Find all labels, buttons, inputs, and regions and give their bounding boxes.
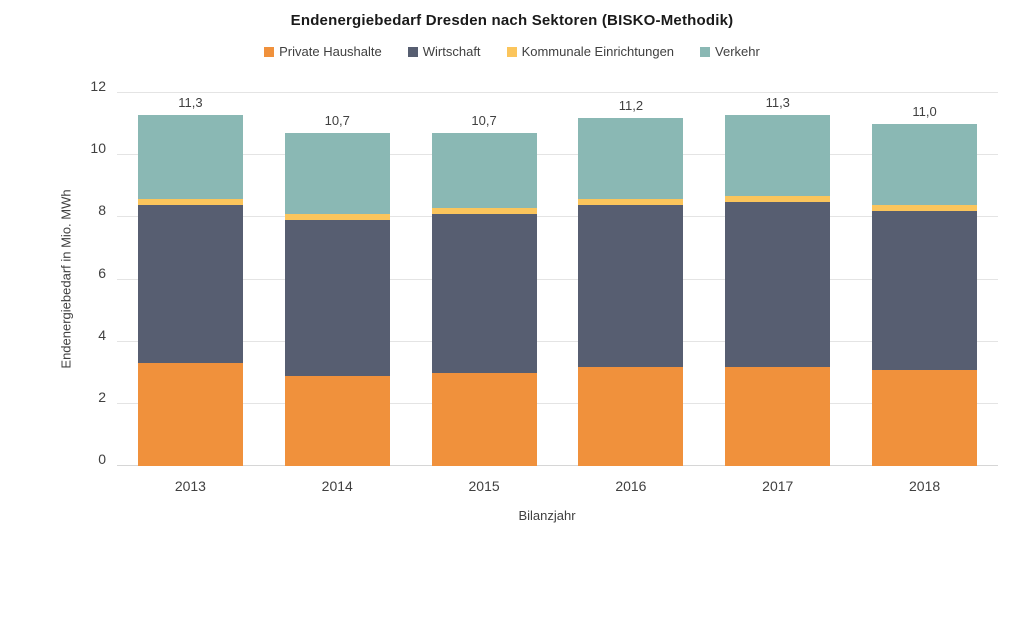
y-tick-label-2: 2 bbox=[98, 388, 106, 405]
gridline-y-8 bbox=[117, 216, 998, 218]
bar-segment-2018-verkehr[interactable] bbox=[872, 124, 978, 205]
bar-segment-2016-verkehr[interactable] bbox=[578, 117, 684, 199]
x-axis-title: Bilanzjahr bbox=[518, 508, 576, 523]
bar-segment-2018-private-haushalte[interactable] bbox=[872, 369, 978, 466]
x-axis-tick-labels: 2013 2014 2015 2016 2017 2018 bbox=[117, 478, 998, 498]
gridline-y-12 bbox=[117, 92, 998, 93]
bar-segment-2015-kommunale-einrichtungen[interactable] bbox=[431, 208, 537, 215]
bar-2015[interactable] bbox=[431, 93, 537, 466]
legend-label: Wirtschaft bbox=[422, 44, 481, 59]
y-tick-label-12: 12 bbox=[90, 78, 106, 94]
x-tick-label-2017: 2017 bbox=[762, 478, 794, 494]
x-tick-label-2015: 2015 bbox=[468, 478, 500, 494]
y-tick-label-8: 8 bbox=[98, 202, 106, 219]
legend-label: Verkehr bbox=[715, 44, 760, 59]
bar-total-label-2013: 11,3 bbox=[178, 94, 203, 110]
y-tick-label-0: 0 bbox=[98, 451, 106, 467]
y-axis-tick-labels: 0 2 4 6 8 10 12 bbox=[60, 78, 112, 467]
bar-segment-2014-wirtschaft[interactable] bbox=[284, 220, 390, 376]
gridline-y-10 bbox=[117, 154, 998, 156]
gridline-y-2 bbox=[117, 402, 998, 404]
legend-label: Private Haushalte bbox=[279, 44, 382, 59]
bar-segment-2013-wirtschaft[interactable] bbox=[137, 204, 243, 364]
bar-segment-2016-kommunale-einrichtungen[interactable] bbox=[578, 198, 684, 205]
bar-segment-2018-kommunale-einrichtungen[interactable] bbox=[872, 204, 978, 212]
legend-item-4[interactable]: Verkehr bbox=[700, 44, 760, 59]
bar-2013[interactable] bbox=[137, 93, 243, 466]
bar-segment-2017-wirtschaft[interactable] bbox=[725, 201, 831, 367]
gridline-y-6 bbox=[117, 278, 998, 280]
legend: Private Haushalte Wirtschaft Kommunale Ein… bbox=[0, 44, 1024, 59]
x-tick-label-2018: 2018 bbox=[909, 478, 941, 494]
legend-item-1[interactable]: Private Haushalte bbox=[264, 44, 382, 59]
y-tick-label-10: 10 bbox=[90, 140, 106, 157]
gridline-y-4 bbox=[117, 340, 998, 342]
x-axis-baseline bbox=[117, 465, 998, 466]
bar-2017[interactable] bbox=[725, 93, 831, 466]
x-tick-label-2013: 2013 bbox=[174, 478, 206, 494]
legend-swatch-icon bbox=[407, 46, 418, 57]
bar-segment-2014-kommunale-einrichtungen[interactable] bbox=[284, 214, 390, 221]
legend-swatch-icon bbox=[264, 46, 275, 57]
legend-label: Kommunale Einrichtungen bbox=[521, 44, 675, 59]
plot-area: 11,3 10,7 10,7 11,2 11,3 11,0 bbox=[117, 92, 998, 466]
bar-total-label-2016: 11,2 bbox=[618, 97, 644, 113]
bar-segment-2013-kommunale-einrichtungen[interactable] bbox=[137, 198, 243, 205]
bar-total-label-2017: 11,3 bbox=[765, 94, 790, 110]
chart-title: Endenergiebedarf Dresden nach Sektoren (… bbox=[290, 12, 734, 29]
x-tick-label-2014: 2014 bbox=[321, 478, 353, 494]
bar-total-label-2014: 10,7 bbox=[324, 113, 350, 129]
legend-item-3[interactable]: Kommunale Einrichtungen bbox=[506, 44, 675, 59]
bar-total-label-2015: 10,7 bbox=[471, 113, 497, 129]
bar-segment-2013-private-haushalte[interactable] bbox=[137, 363, 243, 466]
y-tick-label-4: 4 bbox=[98, 326, 106, 343]
y-tick-label-6: 6 bbox=[98, 264, 106, 281]
bar-2014[interactable] bbox=[284, 93, 390, 466]
bar-segment-2016-private-haushalte[interactable] bbox=[578, 366, 684, 466]
bar-total-label-2018: 11,0 bbox=[912, 104, 937, 120]
legend-swatch-icon bbox=[700, 46, 711, 57]
bar-segment-2017-private-haushalte[interactable] bbox=[725, 366, 831, 466]
bar-2016[interactable] bbox=[578, 93, 684, 466]
x-tick-label-2016: 2016 bbox=[615, 478, 647, 494]
bar-segment-2014-verkehr[interactable] bbox=[284, 133, 390, 215]
bar-2018[interactable] bbox=[872, 93, 978, 466]
bar-segment-2015-private-haushalte[interactable] bbox=[431, 372, 537, 466]
legend-item-2[interactable]: Wirtschaft bbox=[407, 44, 481, 59]
bar-segment-2017-verkehr[interactable] bbox=[725, 114, 831, 196]
bar-segment-2014-private-haushalte[interactable] bbox=[284, 375, 390, 466]
bar-segment-2015-verkehr[interactable] bbox=[431, 133, 537, 209]
bar-segment-2015-wirtschaft[interactable] bbox=[431, 214, 537, 373]
legend-swatch-icon bbox=[506, 46, 517, 57]
bar-segment-2013-verkehr[interactable] bbox=[137, 114, 243, 199]
bar-segment-2016-wirtschaft[interactable] bbox=[578, 204, 684, 367]
bar-segment-2018-wirtschaft[interactable] bbox=[872, 211, 978, 370]
bar-segment-2017-kommunale-einrichtungen[interactable] bbox=[725, 195, 831, 202]
